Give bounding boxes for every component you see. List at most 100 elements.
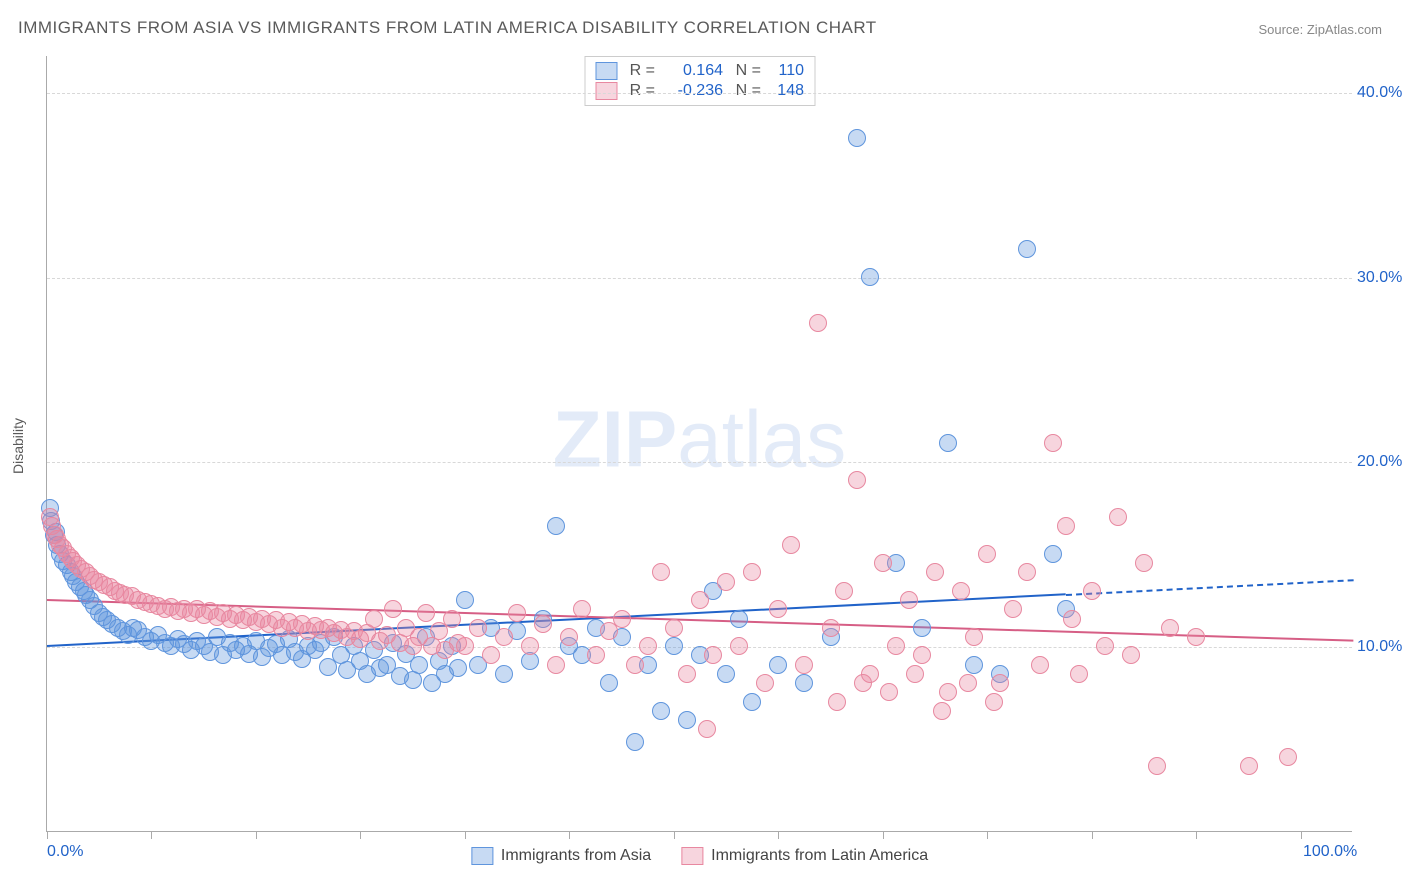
scatter-point bbox=[443, 610, 461, 628]
series-swatch-asia bbox=[595, 62, 617, 80]
watermark: ZIPatlas bbox=[553, 393, 846, 485]
scatter-point bbox=[874, 554, 892, 572]
scatter-point bbox=[913, 646, 931, 664]
legend-stats: R = 0.164 N = 110 R = -0.236 N = 148 bbox=[584, 56, 815, 106]
scatter-point bbox=[782, 536, 800, 554]
scatter-point bbox=[854, 674, 872, 692]
n-value-latam: 148 bbox=[769, 82, 804, 100]
scatter-point bbox=[1109, 508, 1127, 526]
x-tick bbox=[151, 831, 152, 839]
scatter-point bbox=[678, 665, 696, 683]
x-tick-label: 100.0% bbox=[1303, 843, 1357, 861]
scatter-point bbox=[978, 545, 996, 563]
n-label: N = bbox=[731, 82, 761, 100]
scatter-point bbox=[691, 591, 709, 609]
scatter-point bbox=[1096, 637, 1114, 655]
y-tick-label: 20.0% bbox=[1357, 453, 1406, 471]
scatter-point bbox=[835, 582, 853, 600]
scatter-point bbox=[900, 591, 918, 609]
legend-item-asia: Immigrants from Asia bbox=[471, 847, 651, 865]
n-label: N = bbox=[731, 62, 761, 80]
scatter-point bbox=[534, 615, 552, 633]
scatter-point bbox=[495, 665, 513, 683]
scatter-point bbox=[456, 591, 474, 609]
scatter-point bbox=[730, 637, 748, 655]
scatter-point bbox=[795, 656, 813, 674]
scatter-point bbox=[880, 683, 898, 701]
series-swatch-asia bbox=[471, 847, 493, 865]
scatter-point bbox=[743, 563, 761, 581]
gridline bbox=[47, 462, 1352, 463]
scatter-point bbox=[1044, 434, 1062, 452]
scatter-point bbox=[613, 610, 631, 628]
x-tick bbox=[674, 831, 675, 839]
scatter-point bbox=[678, 711, 696, 729]
x-tick bbox=[1092, 831, 1093, 839]
scatter-point bbox=[665, 619, 683, 637]
scatter-point bbox=[991, 674, 1009, 692]
x-tick bbox=[47, 831, 48, 839]
scatter-point bbox=[547, 656, 565, 674]
scatter-point bbox=[1122, 646, 1140, 664]
r-label: R = bbox=[625, 82, 655, 100]
scatter-point bbox=[906, 665, 924, 683]
scatter-point bbox=[913, 619, 931, 637]
scatter-point bbox=[939, 683, 957, 701]
scatter-point bbox=[1031, 656, 1049, 674]
scatter-point bbox=[639, 637, 657, 655]
x-tick-label: 0.0% bbox=[47, 843, 83, 861]
r-label: R = bbox=[625, 62, 655, 80]
y-axis-label: Disability bbox=[10, 418, 26, 474]
scatter-point bbox=[410, 656, 428, 674]
scatter-point bbox=[1187, 628, 1205, 646]
scatter-point bbox=[495, 628, 513, 646]
series-swatch-latam bbox=[595, 82, 617, 100]
scatter-point bbox=[652, 563, 670, 581]
x-tick bbox=[256, 831, 257, 839]
scatter-point bbox=[384, 600, 402, 618]
scatter-point bbox=[1004, 600, 1022, 618]
scatter-point bbox=[926, 563, 944, 581]
scatter-point bbox=[1070, 665, 1088, 683]
scatter-point bbox=[809, 314, 827, 332]
x-tick bbox=[778, 831, 779, 839]
y-tick-label: 40.0% bbox=[1357, 84, 1406, 102]
scatter-point bbox=[939, 434, 957, 452]
scatter-point bbox=[626, 656, 644, 674]
series-swatch-latam bbox=[681, 847, 703, 865]
scatter-point bbox=[730, 610, 748, 628]
scatter-point bbox=[469, 619, 487, 637]
scatter-point bbox=[1018, 240, 1036, 258]
scatter-point bbox=[626, 733, 644, 751]
scatter-point bbox=[795, 674, 813, 692]
legend-stats-row: R = -0.236 N = 148 bbox=[595, 81, 804, 101]
scatter-point bbox=[1018, 563, 1036, 581]
scatter-point bbox=[965, 656, 983, 674]
scatter-point bbox=[848, 471, 866, 489]
scatter-point bbox=[822, 619, 840, 637]
n-value-asia: 110 bbox=[769, 62, 804, 80]
scatter-point bbox=[417, 604, 435, 622]
x-tick bbox=[987, 831, 988, 839]
scatter-point bbox=[521, 637, 539, 655]
scatter-point bbox=[861, 268, 879, 286]
series-label-latam: Immigrants from Latin America bbox=[711, 847, 928, 865]
scatter-point bbox=[743, 693, 761, 711]
scatter-point bbox=[1044, 545, 1062, 563]
x-tick bbox=[569, 831, 570, 839]
scatter-point bbox=[600, 674, 618, 692]
scatter-point bbox=[652, 702, 670, 720]
y-tick-label: 30.0% bbox=[1357, 269, 1406, 287]
scatter-point bbox=[965, 628, 983, 646]
scatter-point bbox=[887, 637, 905, 655]
scatter-point bbox=[952, 582, 970, 600]
scatter-point bbox=[508, 604, 526, 622]
scatter-point bbox=[717, 665, 735, 683]
x-tick bbox=[465, 831, 466, 839]
scatter-point bbox=[573, 600, 591, 618]
scatter-point bbox=[482, 646, 500, 664]
scatter-point bbox=[560, 628, 578, 646]
scatter-point bbox=[1279, 748, 1297, 766]
scatter-point bbox=[1083, 582, 1101, 600]
gridline bbox=[47, 93, 1352, 94]
